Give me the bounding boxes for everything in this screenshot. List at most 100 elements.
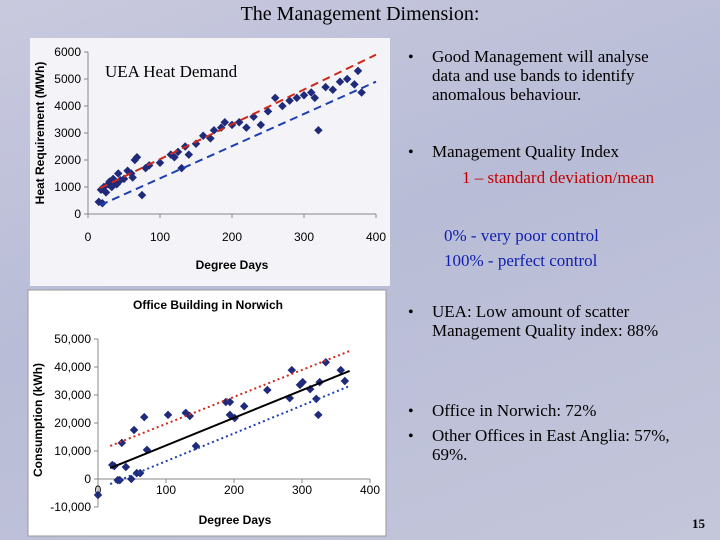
x-tick-label: 400 (360, 483, 380, 497)
bullet-dot: • (408, 403, 414, 420)
data-point (242, 123, 251, 132)
data-point (121, 462, 131, 472)
data-point (340, 376, 350, 386)
page-number: 15 (692, 516, 706, 531)
chart-title: Office Building in Norwich (133, 298, 283, 312)
band-line (109, 369, 350, 470)
bullet-text: Other Offices in East Anglia: 57%, (432, 426, 670, 445)
data-point (139, 412, 149, 422)
x-tick-label: 300 (294, 230, 314, 244)
data-point (119, 174, 129, 184)
data-point (287, 365, 297, 375)
x-axis-label: Degree Days (199, 513, 272, 527)
data-point (129, 425, 139, 435)
y-tick-label: 2000 (54, 153, 81, 167)
formula: 1 – standard deviation/mean (462, 168, 655, 187)
data-point (357, 88, 366, 97)
band-line (109, 385, 350, 485)
y-tick-label: 30,000 (54, 388, 91, 402)
y-tick-label: 20,000 (54, 416, 91, 430)
data-point (328, 85, 338, 95)
note: 0% - very poor control (444, 226, 599, 245)
data-point (298, 377, 307, 387)
bullet-text: Management Quality Index (432, 142, 619, 161)
data-point (177, 163, 186, 173)
data-point (278, 101, 287, 111)
y-axis-label: Heat Requirement (MWh) (33, 62, 47, 205)
x-tick-label: 0 (85, 230, 92, 244)
note: 100% - perfect control (444, 251, 598, 270)
bullet-text: Management Quality index: 88% (432, 321, 658, 340)
slide-title: The Management Dimension: (241, 3, 480, 25)
data-point (292, 93, 302, 103)
y-tick-label: 50,000 (54, 332, 91, 346)
data-point (353, 66, 363, 76)
x-tick-label: 0 (95, 483, 102, 497)
data-point (128, 173, 137, 182)
data-point (220, 117, 230, 127)
bullet-dot: • (408, 144, 414, 161)
data-point (93, 490, 103, 500)
bullet-text: Office in Norwich: 72% (432, 401, 596, 420)
bullet-dot: • (408, 428, 414, 445)
bullet-dot: • (408, 304, 414, 321)
x-tick-label: 100 (156, 483, 176, 497)
x-tick-label: 100 (150, 230, 170, 244)
data-point (191, 441, 201, 451)
data-point (314, 410, 323, 420)
data-point (335, 77, 345, 86)
x-tick-label: 400 (366, 230, 386, 244)
y-tick-label: 40,000 (54, 360, 91, 374)
data-point (184, 150, 194, 159)
y-tick-label: 3000 (54, 126, 81, 140)
bullet-dot: • (408, 49, 414, 66)
data-point (321, 357, 331, 367)
y-tick-label: 1000 (54, 180, 81, 194)
data-point (101, 188, 111, 197)
chart-frame (30, 38, 390, 286)
data-point (170, 153, 179, 162)
data-point (342, 74, 352, 84)
x-tick-label: 200 (222, 230, 242, 244)
y-tick-label: 6000 (54, 45, 81, 59)
data-point (163, 410, 173, 420)
y-tick-label: 5000 (54, 72, 81, 86)
bullet-text: anomalous behaviour. (432, 85, 581, 104)
data-point (285, 96, 294, 105)
band-line (99, 80, 377, 207)
y-tick-label: 0 (74, 207, 81, 221)
bullet-text: UEA: Low amount of scatter (432, 302, 630, 321)
data-point (306, 88, 316, 97)
x-tick-label: 200 (224, 483, 244, 497)
data-point (256, 120, 266, 130)
chart-frame (27, 289, 387, 537)
data-point (299, 90, 309, 100)
data-point (185, 411, 195, 421)
data-point (173, 147, 183, 157)
data-point (135, 468, 145, 478)
data-point (336, 365, 346, 375)
data-point (198, 131, 208, 140)
y-axis-label: Consumption (kWh) (31, 363, 45, 477)
data-point (132, 153, 142, 162)
data-point (314, 126, 323, 135)
data-point (263, 107, 273, 116)
data-point (137, 190, 147, 200)
data-point (350, 80, 359, 89)
y-tick-label: 0 (84, 472, 91, 486)
data-point (155, 158, 165, 167)
y-tick-label: -10,000 (50, 500, 91, 514)
data-point (117, 438, 127, 448)
x-axis-label: Degree Days (196, 258, 269, 272)
data-point (270, 93, 280, 103)
data-point (263, 385, 272, 395)
data-point (113, 169, 123, 178)
y-tick-label: 4000 (54, 99, 81, 113)
chart-title: UEA Heat Demand (105, 62, 238, 81)
data-point (321, 82, 330, 92)
x-tick-label: 300 (292, 483, 312, 497)
data-point (310, 93, 320, 103)
data-point (239, 401, 249, 411)
